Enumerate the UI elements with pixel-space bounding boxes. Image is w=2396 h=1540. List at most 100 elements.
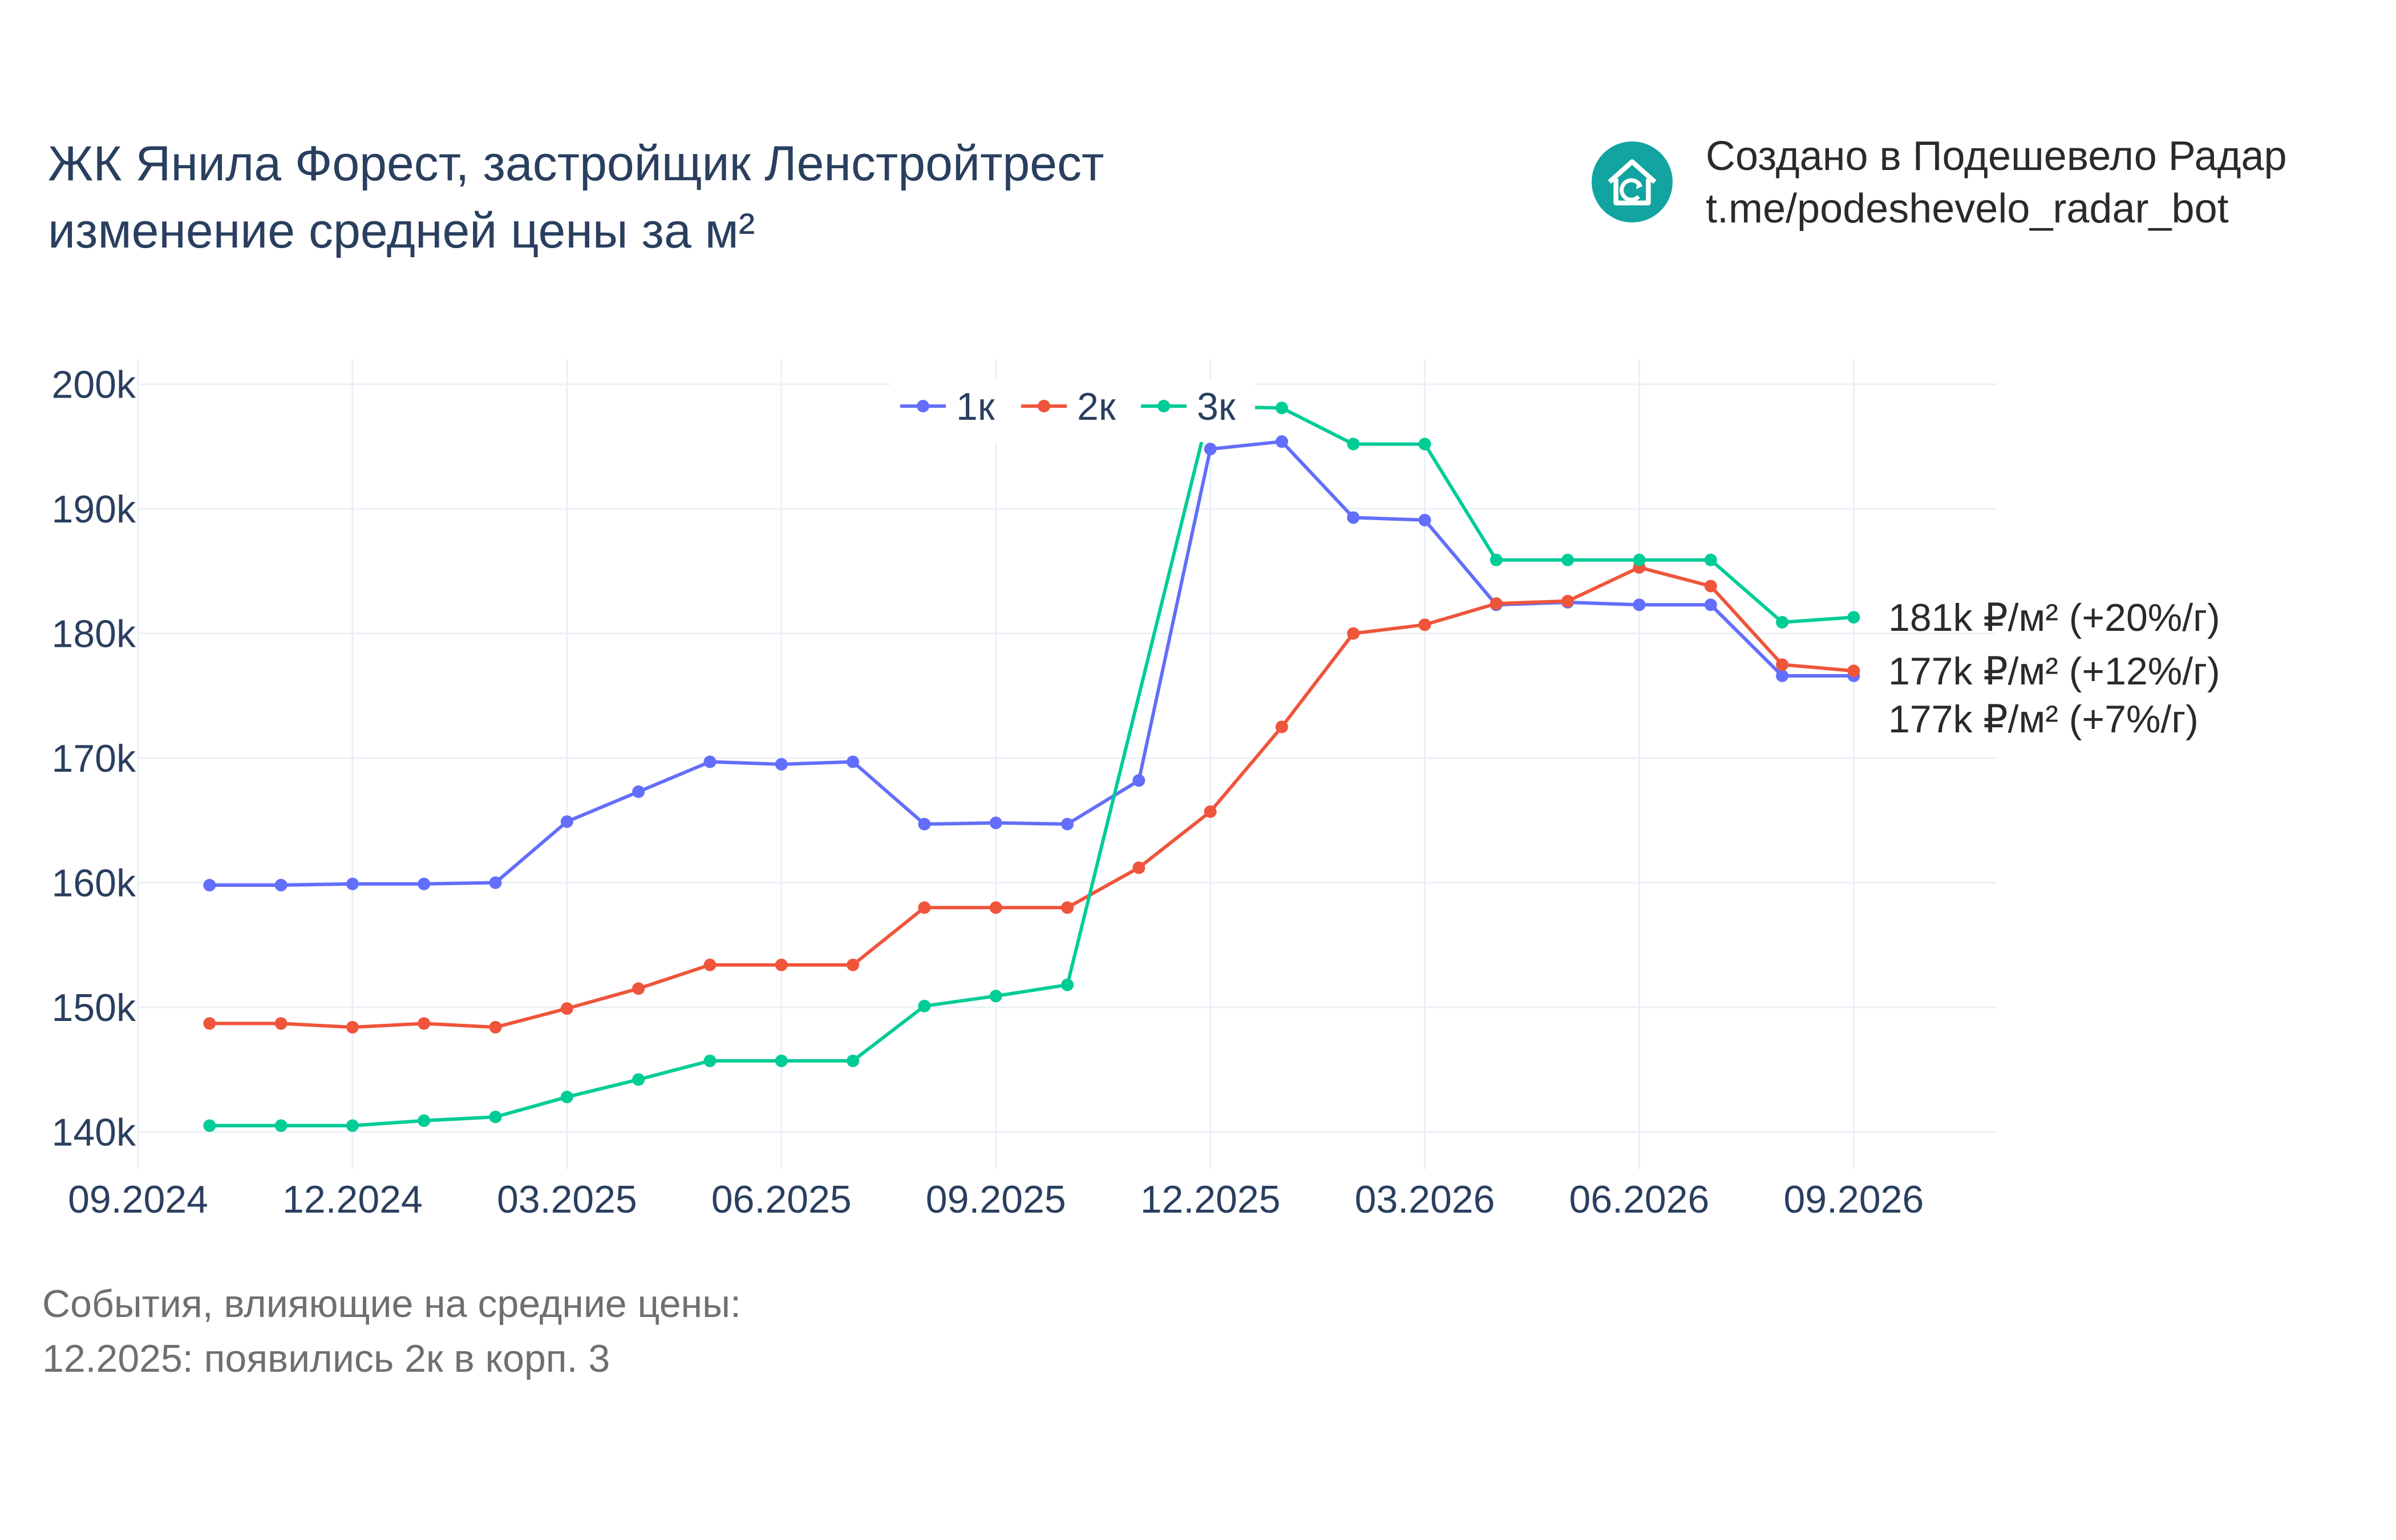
legend-background <box>890 379 1255 442</box>
x-tick-label: 09.2024 <box>68 1178 208 1221</box>
data-point <box>1633 553 1646 566</box>
data-point <box>489 1020 502 1034</box>
x-tick-label: 12.2024 <box>282 1178 423 1221</box>
logo-refresh-arrow <box>1636 182 1643 189</box>
data-point <box>346 1119 359 1132</box>
data-point <box>1704 579 1717 593</box>
data-point <box>1704 598 1717 611</box>
legend-label: 1к <box>956 385 995 428</box>
y-tick-label: 170k <box>52 737 136 780</box>
x-tick-label: 06.2025 <box>711 1178 852 1221</box>
data-point <box>1347 627 1360 640</box>
data-point <box>1418 513 1431 526</box>
data-point <box>346 1020 359 1034</box>
data-point <box>989 990 1002 1003</box>
data-point <box>1275 720 1288 733</box>
data-point <box>703 755 717 768</box>
data-point <box>632 982 645 995</box>
data-point <box>560 815 573 828</box>
end-label: 177k ₽/м² (+7%/г) <box>1888 698 2199 741</box>
data-point <box>418 877 431 890</box>
end-labels: 181k ₽/м² (+20%/г) 177k ₽/м² (+12%/г) 177k… <box>1888 596 2220 741</box>
data-point <box>918 817 931 830</box>
legend-label: 2к <box>1077 385 1116 428</box>
data-point <box>1490 597 1503 610</box>
x-tick-label: 12.2025 <box>1140 1178 1281 1221</box>
data-point <box>918 901 931 914</box>
data-point <box>1204 443 1217 456</box>
house-refresh-icon <box>1592 141 1673 222</box>
data-point <box>1561 553 1575 566</box>
data-point <box>1275 402 1288 415</box>
data-point <box>1418 618 1431 631</box>
end-label: 177k ₽/м² (+12%/г) <box>1888 650 2220 693</box>
data-point <box>274 1017 288 1030</box>
x-tick-label: 09.2025 <box>926 1178 1066 1221</box>
logo-walls <box>1613 179 1651 206</box>
data-point <box>847 755 860 768</box>
data-point <box>1061 901 1074 914</box>
x-axis-ticks: 09.2024 12.2024 03.2025 06.2025 09.2025 12.20… <box>68 1178 1924 1221</box>
data-point <box>989 901 1002 914</box>
data-point <box>1132 774 1146 787</box>
y-tick-label: 140k <box>52 1111 136 1154</box>
data-point <box>1847 664 1860 678</box>
logo-refresh-arc <box>1620 178 1642 202</box>
data-point <box>703 1054 717 1067</box>
data-point <box>1061 978 1074 991</box>
branding-text: Создано в Подешевело Радар t.me/podeshev… <box>1706 130 2390 235</box>
data-point <box>1490 553 1503 566</box>
data-point <box>775 958 788 971</box>
data-point <box>1776 658 1789 671</box>
y-tick-label: 150k <box>52 986 136 1030</box>
y-tick-label: 180k <box>52 613 136 656</box>
data-point <box>703 958 717 971</box>
data-point <box>203 1119 216 1132</box>
title-line-2: изменение средней цены за м² <box>48 204 755 258</box>
legend-marker <box>917 400 929 412</box>
legend: 1к 2к 3к <box>890 379 1255 442</box>
data-point <box>274 1119 288 1132</box>
data-point <box>560 1002 573 1015</box>
y-axis-ticks: 140k 150k 160k 170k 180k 190k 200k <box>52 363 136 1154</box>
data-point <box>632 785 645 799</box>
series-3к <box>203 400 1860 1132</box>
data-point <box>918 999 931 1012</box>
data-point <box>203 878 216 891</box>
legend-label: 3к <box>1197 385 1236 428</box>
x-tick-label: 03.2026 <box>1355 1178 1495 1221</box>
series-line-3к <box>209 405 1854 1128</box>
data-point <box>1347 511 1360 524</box>
data-point <box>1418 437 1431 451</box>
data-point <box>346 877 359 890</box>
data-point <box>489 876 502 889</box>
data-point <box>989 816 1002 829</box>
events-heading: События, влияющие на средние цены: <box>42 1282 741 1326</box>
data-point <box>847 1054 860 1067</box>
data-point <box>1847 611 1860 624</box>
title-line-1: ЖК Янила Форест, застройщик Ленстройтрес… <box>48 136 1104 191</box>
data-point <box>1132 861 1146 874</box>
data-point <box>1561 594 1575 607</box>
data-point <box>203 1017 216 1030</box>
data-point <box>775 758 788 771</box>
series-line-2к <box>209 565 1854 1029</box>
y-tick-label: 160k <box>52 862 136 905</box>
series-lines <box>203 400 1860 1132</box>
branding-link[interactable]: t.me/podeshevelo_radar_bot <box>1706 186 2229 232</box>
series-line-1к <box>209 440 1854 887</box>
branding-line-1: Создано в Подешевело Радар <box>1706 133 2287 179</box>
data-point <box>418 1017 431 1030</box>
data-point <box>274 878 288 891</box>
data-point <box>632 1073 645 1086</box>
data-point <box>489 1111 502 1124</box>
x-tick-label: 09.2026 <box>1783 1178 1924 1221</box>
data-point <box>1204 805 1217 818</box>
data-point <box>560 1091 573 1104</box>
chart-title: ЖК Янила Форест, застройщик Ленстройтрес… <box>48 130 1104 265</box>
x-tick-label: 03.2025 <box>497 1178 637 1221</box>
legend-marker <box>1157 400 1170 412</box>
grid-lines <box>137 359 1997 1169</box>
data-point <box>1776 615 1789 629</box>
